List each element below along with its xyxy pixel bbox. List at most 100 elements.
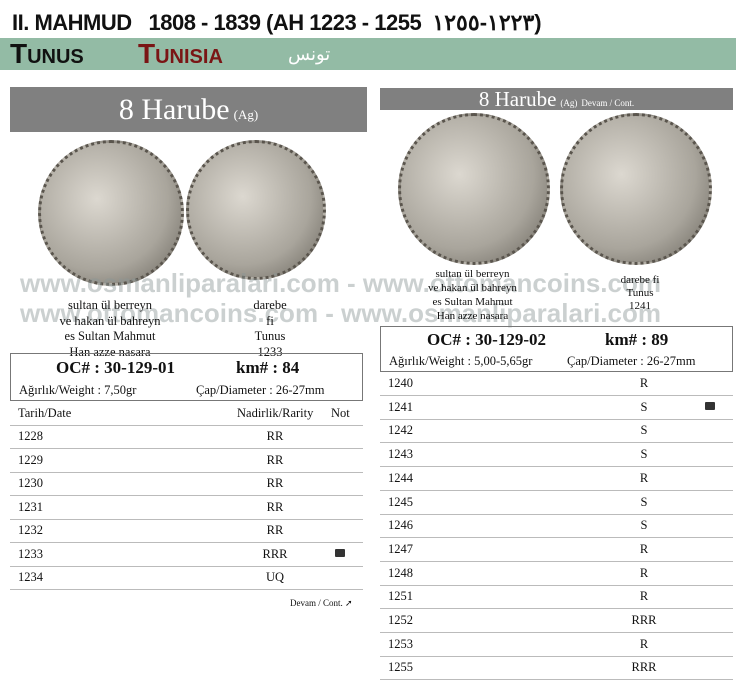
row-date: 1233 xyxy=(18,546,43,561)
weight: Ağırlık/Weight : 7,50gr xyxy=(19,383,137,397)
left-info-box: OC# : 30-129-01 km# : 84 Ağırlık/Weight … xyxy=(10,353,363,401)
obverse-legend: sultan ül berreyn ve hakan ül bahreyn es… xyxy=(410,267,535,323)
km-number: km# : 84 xyxy=(236,358,300,377)
row-rarity: RR xyxy=(266,452,284,467)
table-row: 1230 RR xyxy=(10,472,363,496)
legend-line: ve hakan ül bahreyn xyxy=(59,313,161,328)
row-date: 1231 xyxy=(18,499,43,514)
row-rarity: RR xyxy=(266,429,284,443)
obverse-legend: sultan ül berreyn ve hakan ül bahreyn es… xyxy=(40,298,180,360)
row-date: 1251 xyxy=(388,589,413,604)
table-row: 1234 UQ xyxy=(10,566,363,590)
continued-label: Devam / Cont. xyxy=(581,98,635,108)
page-title: II. MAHMUD 1808 - 1839 (AH 1223 - 1255 ١… xyxy=(12,10,542,35)
row-rarity: RRR xyxy=(262,546,288,561)
right-denom-header: 8 Harube (Ag) Devam / Cont. xyxy=(380,88,733,110)
row-rarity: R xyxy=(639,376,649,390)
header-note: Not xyxy=(331,406,350,420)
legend-line: 1233 xyxy=(257,344,283,359)
row-rarity: R xyxy=(639,589,649,604)
row-date: 1253 xyxy=(388,636,413,651)
row-date: 1240 xyxy=(388,376,413,390)
row-rarity: RR xyxy=(266,476,284,490)
table-row: 1242 S xyxy=(380,419,733,444)
row-date: 1243 xyxy=(388,447,413,462)
country-ar: تونس xyxy=(288,44,331,64)
oc-number: OC# : 30-129-01 xyxy=(56,358,175,377)
coin-obverse-image xyxy=(38,140,184,286)
table-row: 1232 RR xyxy=(10,519,363,543)
watermark: www.ottomancoins.com - www.osmanliparala… xyxy=(20,298,661,328)
row-date: 1244 xyxy=(388,470,413,485)
legend-line: sultan ül berreyn xyxy=(435,268,510,280)
legend-line: es Sultan Mahmut xyxy=(64,329,156,343)
row-date: 1229 xyxy=(18,452,43,467)
table-row: 1251 R xyxy=(380,585,733,610)
row-date: 1241 xyxy=(388,399,413,414)
table-row: 1229 RR xyxy=(10,449,363,473)
row-rarity: R xyxy=(639,565,649,580)
row-date: 1245 xyxy=(388,494,413,509)
table-row: 1252 RRR xyxy=(380,609,733,633)
table-row: 1246 S xyxy=(380,514,733,539)
row-date: 1255 xyxy=(388,660,413,675)
row-rarity: UQ xyxy=(265,570,285,584)
coin-reverse-image xyxy=(186,140,326,280)
table-row: 1240 R xyxy=(380,372,733,396)
legend-line: Tunus xyxy=(254,329,286,343)
row-rarity: S xyxy=(640,494,648,509)
row-rarity: S xyxy=(640,518,648,533)
legend-line: Han azze nasara xyxy=(436,310,509,322)
row-date: 1248 xyxy=(388,565,413,580)
header-rarity: Nadirlik/Rarity xyxy=(237,406,314,420)
row-rarity: S xyxy=(640,423,648,438)
metal: (Ag) xyxy=(233,107,259,122)
table-row: 1244 R xyxy=(380,467,733,491)
legend-line: fi xyxy=(266,313,274,328)
photo-icon xyxy=(705,401,715,410)
table-row: 1255 RRR xyxy=(380,656,733,681)
table-row: 1241 S xyxy=(380,396,733,420)
table-row: 1233 RRR xyxy=(10,543,363,567)
row-date: 1230 xyxy=(18,476,43,490)
denomination: 8 Harube xyxy=(118,93,230,126)
table-row: 1248 R xyxy=(380,562,733,586)
legend-line: darebe fi xyxy=(620,274,660,286)
km-number: km# : 89 xyxy=(605,330,669,349)
row-rarity: R xyxy=(639,470,649,485)
country-tr: Tunus xyxy=(10,38,84,69)
legend-line: Tunus xyxy=(626,287,654,299)
table-row: 1253 R xyxy=(380,633,733,657)
continued-link[interactable]: Devam / Cont. ➚ xyxy=(290,598,353,608)
metal: (Ag) xyxy=(560,98,578,108)
table-row: 1247 R xyxy=(380,538,733,562)
table-row: 1245 S xyxy=(380,491,733,515)
row-rarity: R xyxy=(639,636,649,651)
left-denom-header: 8 Harube (Ag) xyxy=(10,87,367,132)
table-row: 1243 S xyxy=(380,443,733,468)
header-date: Tarih/Date xyxy=(18,406,72,420)
row-rarity: RRR xyxy=(631,660,657,675)
reverse-legend: darebe fi Tunus 1241 xyxy=(600,274,680,313)
row-rarity: R xyxy=(639,541,649,556)
row-date: 1252 xyxy=(388,613,413,627)
oc-number: OC# : 30-129-02 xyxy=(427,330,546,349)
legend-line: Han azze nasara xyxy=(69,344,151,359)
row-rarity: RR xyxy=(266,499,284,514)
coin-obverse-image xyxy=(398,113,550,265)
coin-reverse-image xyxy=(560,113,712,265)
row-rarity: RR xyxy=(266,523,284,537)
diameter: Çap/Diameter : 26-27mm xyxy=(196,383,325,397)
country-band: Tunus Tunisia تونس xyxy=(0,38,736,70)
denomination: 8 Harube xyxy=(478,87,557,111)
row-rarity: S xyxy=(640,447,648,462)
weight: Ağırlık/Weight : 5,00-5,65gr xyxy=(389,354,533,368)
reverse-legend: darebe fi Tunus 1233 xyxy=(220,298,320,360)
legend-line: 1241 xyxy=(629,300,651,312)
row-rarity: S xyxy=(640,399,648,414)
country-en: Tunisia xyxy=(138,38,223,69)
diameter: Çap/Diameter : 26-27mm xyxy=(567,354,696,368)
legend-line: darebe xyxy=(253,298,287,312)
row-date: 1242 xyxy=(388,423,413,438)
photo-icon xyxy=(335,548,345,557)
